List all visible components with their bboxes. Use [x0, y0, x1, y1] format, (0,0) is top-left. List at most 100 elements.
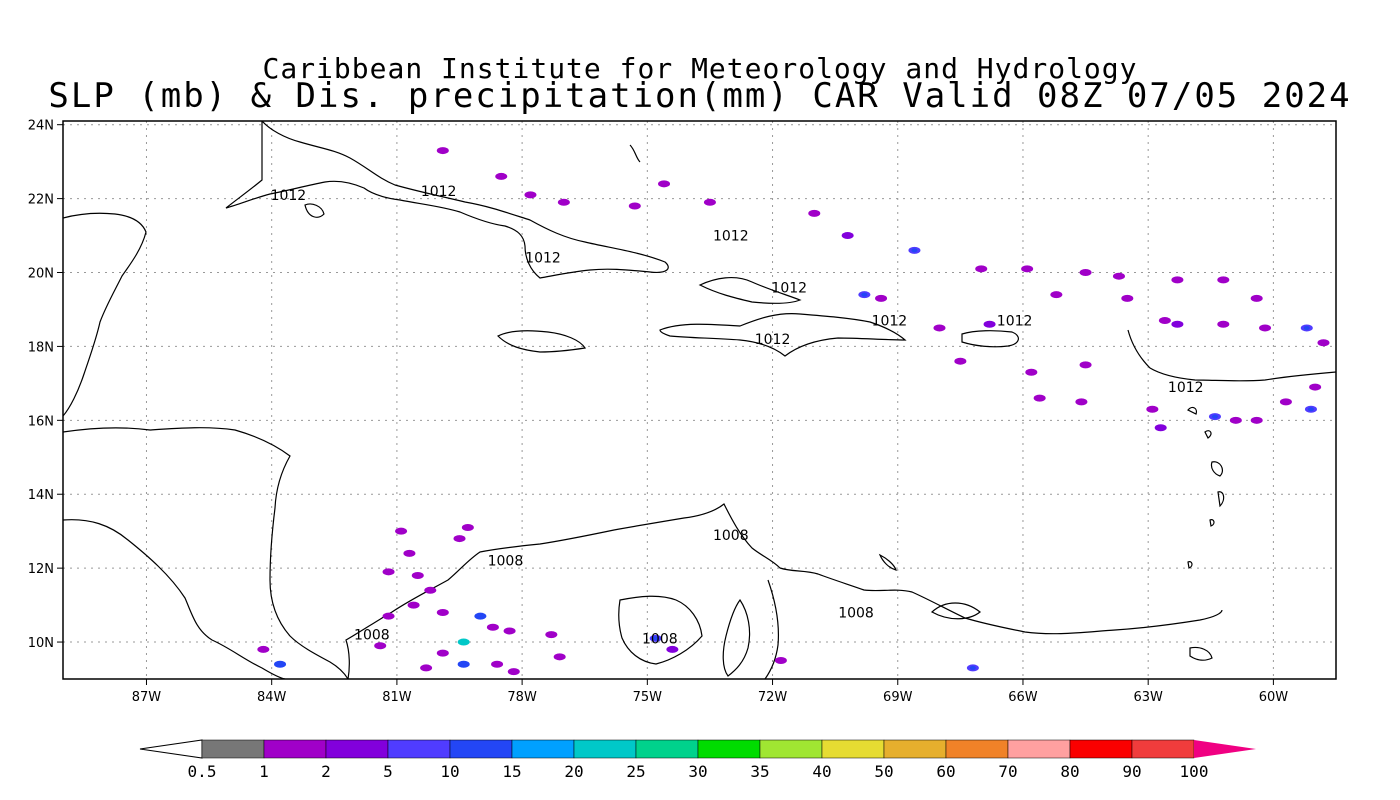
- precip-cell-core: [277, 662, 284, 667]
- colorbar-label: 20: [564, 762, 583, 781]
- colorbar-label: 90: [1122, 762, 1141, 781]
- colorbar-label: 80: [1060, 762, 1079, 781]
- y-tick-label: 16N: [28, 414, 54, 429]
- lesser-antilles-islands: [1187, 406, 1225, 569]
- colorbar-label: 50: [874, 762, 893, 781]
- contour-label: 1012: [525, 251, 561, 267]
- y-tick-label: 22N: [28, 193, 54, 208]
- precip-cell-core: [861, 292, 868, 297]
- x-tick-label: 84W: [257, 690, 287, 705]
- colorbar-label: 100: [1180, 762, 1209, 781]
- precip-cell: [436, 608, 449, 616]
- colorbar-swatch: [573, 739, 637, 759]
- colorbar-swatch: [263, 739, 327, 759]
- contour-label: 1008: [488, 554, 524, 570]
- colorbar-swatch: [635, 739, 699, 759]
- florida-keys: [304, 203, 325, 218]
- trinidad-coast: [1189, 646, 1213, 661]
- yucatan-coast: [63, 212, 147, 417]
- colombia-venezuela-coast: [345, 503, 1223, 679]
- precip-cell: [1259, 324, 1272, 332]
- precip-cell: [1146, 405, 1159, 413]
- colorbar-label: 25: [626, 762, 645, 781]
- precip-cell-core: [460, 662, 467, 667]
- colorbar-label: 70: [998, 762, 1017, 781]
- y-tick-label: 12N: [28, 562, 54, 577]
- colorbar-label: 5: [383, 762, 393, 781]
- colorbar-under-triangle: [139, 739, 203, 759]
- y-tick-label: 10N: [28, 636, 54, 651]
- contour-label: 1012: [271, 188, 307, 204]
- precip-cell: [1025, 368, 1038, 376]
- precip-colorbar: 0.5 1 2 5 10 15 20 25 30 35 40 50 60 70 80 90 100: [139, 739, 1256, 781]
- precip-cell: [703, 198, 716, 206]
- precip-cell: [495, 172, 508, 180]
- x-tick-label: 72W: [758, 690, 788, 705]
- precip-cell: [1121, 294, 1134, 302]
- precip-cell: [436, 147, 449, 155]
- contour-label: 1012: [755, 332, 791, 348]
- precip-cell: [411, 572, 424, 580]
- precip-cell: [491, 660, 504, 668]
- y-axis-ticks: 10N 12N 14N 16N 18N 20N 22N 24N: [28, 119, 63, 651]
- colorbar-label: 0.5: [188, 762, 217, 781]
- precip-cell: [557, 198, 570, 206]
- colorbar-swatch: [1131, 739, 1195, 759]
- jamaica-coast: [496, 330, 586, 353]
- precip-cell: [503, 627, 516, 635]
- colorbar-label: 10: [440, 762, 459, 781]
- venezuela-inner-contour: [618, 595, 703, 665]
- colorbar-swatch: [697, 739, 761, 759]
- x-tick-label: 78W: [507, 690, 537, 705]
- precip-cell: [1158, 317, 1171, 325]
- precip-cell: [374, 642, 387, 650]
- precip-cell: [933, 324, 946, 332]
- precip-cell-core: [460, 640, 467, 645]
- nicaragua-coast: [63, 519, 286, 679]
- haiti-north-coast: [698, 276, 802, 304]
- lesser-antilles-arc: [1127, 329, 1336, 382]
- precip-cell: [628, 202, 641, 210]
- contour-label: 1012: [421, 184, 457, 200]
- precip-cell: [954, 357, 967, 365]
- precip-cell: [486, 623, 499, 631]
- colorbar-label: 2: [321, 762, 331, 781]
- precip-cell: [1033, 394, 1046, 402]
- colorbar-swatch: [759, 739, 823, 759]
- map-title: Caribbean Institute for Meteorology and …: [262, 52, 1138, 85]
- colorbar-swatch: [1069, 739, 1133, 759]
- precip-cell: [975, 265, 988, 273]
- lake-maracaibo: [722, 598, 751, 677]
- colorbar-label: 1: [259, 762, 269, 781]
- precip-cell: [1021, 265, 1034, 273]
- precip-cell: [774, 657, 787, 665]
- x-tick-label: 60W: [1259, 690, 1289, 705]
- precip-cell-core: [1211, 414, 1218, 419]
- y-tick-label: 20N: [28, 267, 54, 282]
- precip-cell: [1171, 276, 1184, 284]
- precip-cell: [545, 631, 558, 639]
- precip-cell: [382, 568, 395, 576]
- precip-cell: [1217, 320, 1230, 328]
- map-subtitle: SLP (mb) & Dis. precipitation(mm) CAR Va…: [48, 76, 1352, 116]
- precip-cell: [983, 320, 996, 328]
- contour-label: 1012: [713, 229, 749, 245]
- precip-cell: [1079, 269, 1092, 277]
- precip-cell: [875, 294, 888, 302]
- precip-cell: [420, 664, 433, 672]
- colorbar-swatch: [325, 739, 389, 759]
- colorbar-label: 60: [936, 762, 955, 781]
- puerto-rico-coast: [961, 330, 1019, 348]
- contour-label: 1008: [838, 605, 874, 621]
- precip-cell: [841, 232, 854, 240]
- precip-cell-core: [652, 636, 659, 641]
- precip-cell: [382, 612, 395, 620]
- precip-cell: [257, 645, 270, 653]
- colorbar-swatch: [201, 739, 265, 759]
- coastlines: [63, 121, 1336, 679]
- grid-lines: [63, 121, 1336, 679]
- precip-cell: [453, 535, 466, 543]
- precip-cell: [407, 601, 420, 609]
- contour-label: 1008: [713, 528, 749, 544]
